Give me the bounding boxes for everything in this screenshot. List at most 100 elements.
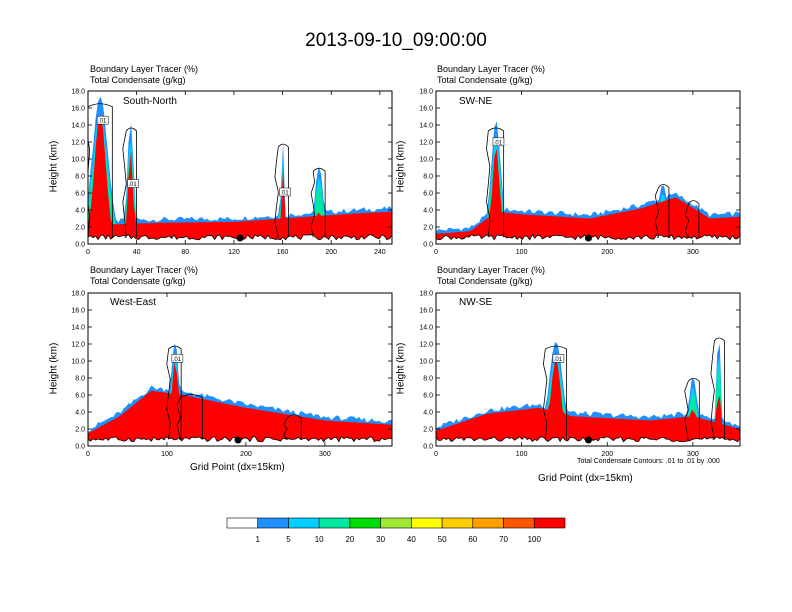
colorbar-swatch-6: [411, 517, 443, 529]
panel-4-ytick-label-2: 4.0: [423, 410, 433, 417]
panel-1-marker: [236, 234, 244, 242]
panel-4-contour-2: [684, 378, 700, 440]
panel-4-contour-label-box-1: [552, 354, 565, 363]
colorbar-label-9: 100: [528, 535, 542, 544]
colorbar-swatch-4: [349, 517, 381, 529]
panel-1-title-line-2: Total Condensate (g/kg): [90, 75, 186, 85]
panel-4-title: Boundary Layer Tracer (%) Total Condensa…: [437, 265, 545, 287]
panel-2-ytick-label-6: 12.0: [419, 140, 433, 147]
panel-3-ytick-label-5: 10.0: [71, 359, 85, 366]
panel-1-title: Boundary Layer Tracer (%) Total Condensa…: [90, 64, 198, 86]
colorbar-swatch-9: [503, 517, 535, 529]
panel-4-ytick-label-0: 0.0: [423, 444, 433, 451]
panel-2-xtick-label-0: 0: [434, 249, 438, 256]
panel-1-contour-label-2: .01: [128, 182, 137, 188]
panel-2-ytick-label-3: 6.0: [423, 191, 433, 198]
panel-4-contour-3: [710, 337, 725, 440]
panel-4-label: NW-SE: [459, 297, 493, 308]
panel-1-xtick-label-3: 120: [228, 249, 240, 256]
panel-1-band-9: [88, 114, 392, 244]
panel-1-xtick-label-0: 0: [86, 249, 90, 256]
x-axis-label-right: Grid Point (dx=15km): [538, 473, 633, 484]
colorbar-label-8: 70: [499, 535, 508, 544]
colorbar-label-4: 30: [376, 535, 385, 544]
colorbar-label-2: 10: [315, 535, 324, 544]
panel-3-ytick-label-6: 12.0: [71, 342, 85, 349]
panel-1-contour-label-box-3: [279, 187, 291, 197]
colorbar-swatch-0: [226, 517, 259, 529]
panel-4-xtick-label-2: 200: [601, 451, 613, 458]
x-axis-label-left: Grid Point (dx=15km): [190, 462, 285, 473]
panel-2-title: Boundary Layer Tracer (%) Total Condensa…: [437, 64, 545, 86]
panel-1-contour-label-box-1: [96, 115, 109, 125]
panel-3-frame: [87, 292, 393, 447]
colorbar-swatch-10: [533, 517, 566, 529]
panel-2-frame: [435, 90, 741, 245]
panel-1-contour-1: [88, 103, 113, 238]
panel-4-field: .01: [436, 293, 740, 446]
colorbar-swatch-8: [472, 517, 504, 529]
panel-4-ytick-label-4: 8.0: [423, 376, 433, 383]
panel-2-ytick-label-5: 10.0: [419, 157, 433, 164]
panel-4-title-line-1: Boundary Layer Tracer (%): [437, 265, 546, 275]
panel-1-ytick-label-0: 0.0: [75, 242, 85, 249]
panel-1-xtick-label-6: 240: [374, 249, 386, 256]
panel-3-xtick-label-0: 0: [86, 451, 90, 458]
panel-2-marker: [584, 234, 592, 242]
panel-3-contour-label-box-1: [171, 354, 184, 363]
colorbar-label-7: 60: [468, 535, 477, 544]
panel-1-contour-label-1: .01: [98, 119, 107, 125]
colorbar-label-6: 50: [438, 535, 447, 544]
panel-3-ytick-label-7: 14.0: [71, 325, 85, 332]
panel-3-ytick-label-1: 2.0: [75, 427, 85, 434]
panel-2-xtick-label-3: 300: [687, 249, 699, 256]
panel-2-xtick-label-2: 200: [601, 249, 613, 256]
panel-4-xtick-label-3: 300: [687, 451, 699, 458]
panel-2-label: SW-NE: [459, 96, 493, 107]
panel-4-frame: [435, 292, 741, 447]
panel-3-ytick-label-9: 18.0: [71, 291, 85, 298]
colorbar-swatch-5: [380, 517, 412, 529]
panel-1-contour-label-3: .01: [280, 191, 289, 197]
panel-2-ytick-label-4: 8.0: [423, 174, 433, 181]
panel-1-label: South-North: [123, 96, 177, 107]
panel-3-field: .01: [88, 293, 392, 446]
panel-3-ytick-label-8: 16.0: [71, 308, 85, 315]
panel-1-xtick-label-2: 80: [181, 249, 189, 256]
panel-3-title-line-2: Total Condensate (g/kg): [90, 276, 186, 286]
panel-1-ytick-label-2: 4.0: [75, 208, 85, 215]
colorbar-swatch-7: [441, 517, 474, 529]
panel-2-contour-label-box-1: [492, 137, 505, 147]
panel-1-ytick-label-5: 10.0: [71, 157, 85, 164]
panel-1-title-line-1: Boundary Layer Tracer (%): [90, 64, 199, 74]
panel-4-contour-label-1: .01: [554, 357, 563, 363]
figure-title: 2013-09-10_09:00:00: [305, 30, 487, 51]
panel-3-title: Boundary Layer Tracer (%) Total Condensa…: [90, 265, 198, 287]
panel-3-xtick-label-1: 100: [161, 451, 173, 458]
panel-4-contour-1: [542, 345, 567, 440]
panel-1-xtick-label-4: 160: [277, 249, 289, 256]
panel-1-ylabel: Height (km): [48, 140, 60, 193]
panel-4-marker: [584, 436, 592, 444]
panel-3-contour-label-1: .01: [173, 357, 182, 363]
panel-1-contour-label-box-2: [127, 179, 139, 188]
panel-1-ytick-label-9: 18.0: [71, 89, 85, 96]
panel-3-ytick-label-3: 6.0: [75, 393, 85, 400]
panel-2-ylabel: Height (km): [395, 140, 407, 193]
panel-1-band-3: [88, 128, 392, 244]
panel-2-ytick-label-8: 16.0: [419, 106, 433, 113]
panel-3-contour-3: [283, 414, 302, 440]
panel-2-contour-3: [684, 200, 700, 238]
panel-1-xtick-label-1: 40: [133, 249, 141, 256]
panel-2-ytick-label-9: 18.0: [419, 89, 433, 96]
panel-1-ytick-label-1: 2.0: [75, 225, 85, 232]
panel-2-ytick-label-0: 0.0: [423, 242, 433, 249]
panel-2-contour-label-1: .01: [494, 140, 503, 146]
panel-3-title-line-1: Boundary Layer Tracer (%): [90, 265, 199, 275]
panel-3-ytick-label-4: 8.0: [75, 376, 85, 383]
panel-2-ytick-label-2: 4.0: [423, 208, 433, 215]
panel-1-field: .01 .01 .01: [88, 91, 392, 244]
panel-1-ytick-label-4: 8.0: [75, 174, 85, 181]
contour-note: Total Condensate Contours: .01 to .01 by…: [577, 458, 720, 465]
